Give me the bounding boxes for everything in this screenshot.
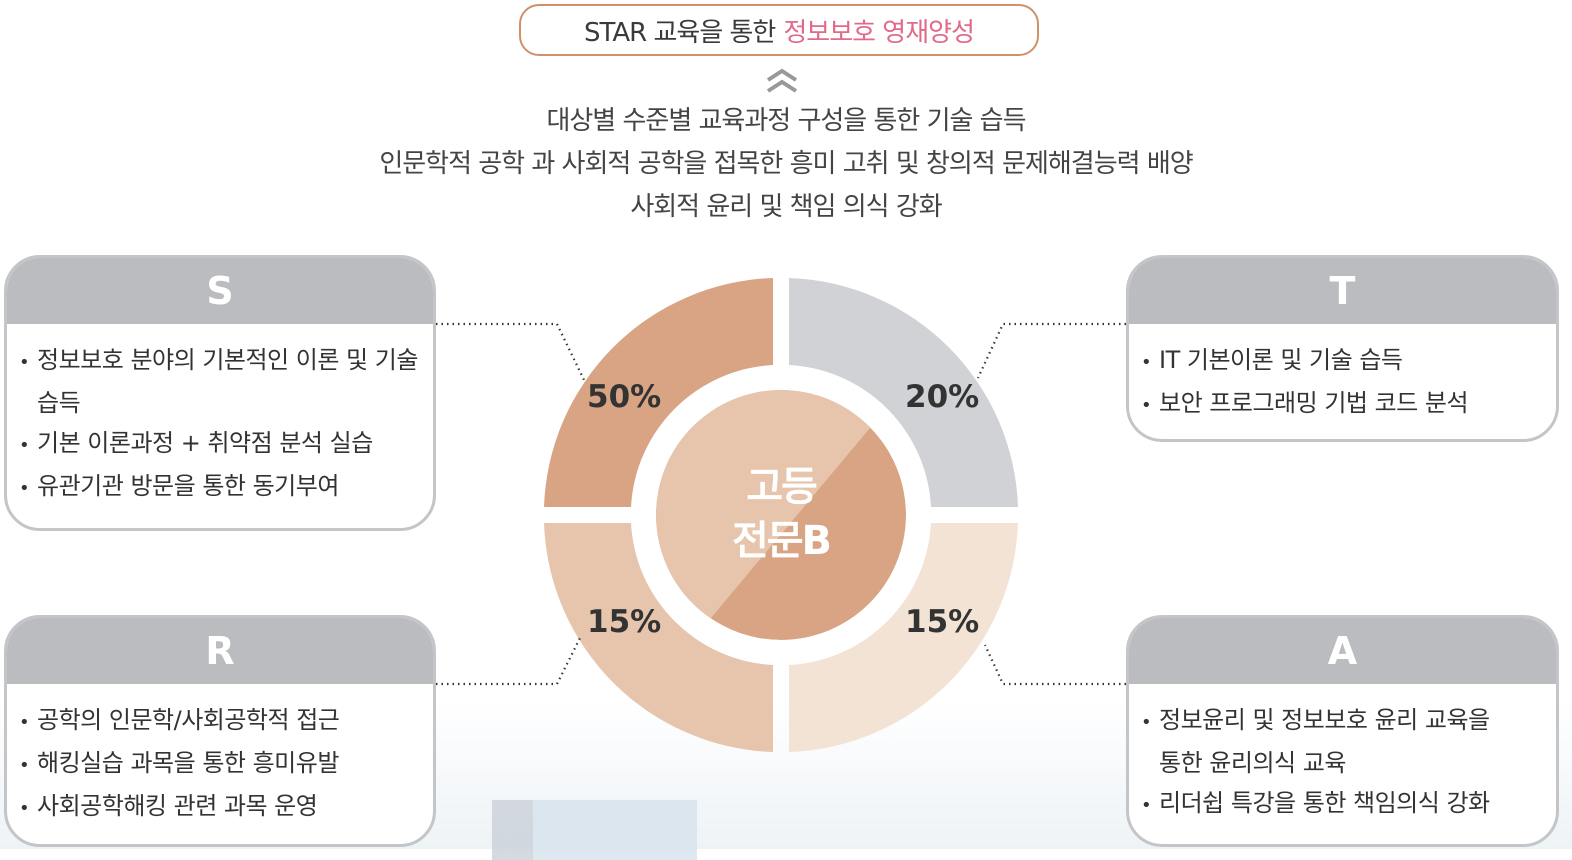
box-s-item: 정보보호 분야의 기본적인 이론 및 기술 습득: [19, 340, 433, 423]
description-line: 인문학적 공학 과 사회적 공학을 접목한 흥미 고취 및 창의적 문제해결능력…: [379, 149, 1193, 179]
description-line: 사회적 윤리 및 책임 의식 강화: [630, 192, 942, 222]
segment-t: [789, 278, 1018, 507]
box-a-title: A: [1129, 618, 1556, 684]
center-disc: [656, 390, 906, 640]
box-s-item: 기본 이론과정 + 취약점 분석 실습: [19, 423, 433, 466]
box-t-title: T: [1129, 258, 1556, 324]
double-chevron-up-icon: [766, 68, 798, 93]
connectors: [436, 322, 1126, 686]
percent-label-r: 15%: [587, 604, 662, 640]
box-s: S 정보보호 분야의 기본적인 이론 및 기술 습득 기본 이론과정 + 취약점…: [4, 255, 436, 531]
box-r-item: 사회공학해킹 관련 과목 운영: [19, 786, 433, 829]
box-a-item: 리더쉽 특강을 통한 책임의식 강화: [1141, 783, 1516, 826]
box-r: R 공학의 인문학/사회공학적 접근 해킹실습 과목을 통한 흥미유발 사회공학…: [4, 615, 436, 847]
goal-banner: STAR 교육을 통한 정보보호 영재양성: [519, 4, 1039, 56]
box-t-item: 보안 프로그래밍 기법 코드 분석: [1141, 383, 1556, 426]
box-r-item: 공학의 인문학/사회공학적 접근: [19, 700, 433, 743]
percent-label-t: 20%: [905, 379, 980, 415]
segment-r: [544, 523, 773, 752]
center-label: 고등 전문B: [700, 460, 862, 568]
center-label-line2: 전문B: [731, 518, 832, 564]
connector-r: [436, 637, 581, 686]
segment-a: [789, 523, 1018, 752]
box-t: T IT 기본이론 및 기술 습득 보안 프로그래밍 기법 코드 분석: [1126, 255, 1559, 442]
box-a: A 정보윤리 및 정보보호 윤리 교육을 통한 윤리의식 교육 리더쉽 특강을 …: [1126, 615, 1559, 847]
description-line: 대상별 수준별 교육과정 구성을 통한 기술 습득: [546, 106, 1026, 136]
connector-s: [436, 322, 586, 383]
box-r-item: 해킹실습 과목을 통한 흥미유발: [19, 743, 433, 786]
box-s-title: S: [7, 258, 433, 324]
segment-s: [544, 278, 773, 507]
goal-highlight: 정보보호 영재양성: [783, 17, 975, 48]
connector-t: [977, 322, 1126, 379]
box-t-item: IT 기본이론 및 기술 습득: [1141, 340, 1556, 383]
goal-prefix: STAR 교육을 통한: [584, 17, 776, 48]
center-label-line1: 고등: [746, 464, 818, 510]
box-a-item: 정보윤리 및 정보보호 윤리 교육을 통한 윤리의식 교육: [1141, 700, 1516, 783]
percent-label-s: 50%: [587, 379, 662, 415]
box-r-title: R: [7, 618, 433, 684]
connector-a: [984, 644, 1126, 686]
percent-label-a: 15%: [905, 604, 980, 640]
box-s-item: 유관기관 방문을 통한 동기부여: [19, 466, 433, 509]
